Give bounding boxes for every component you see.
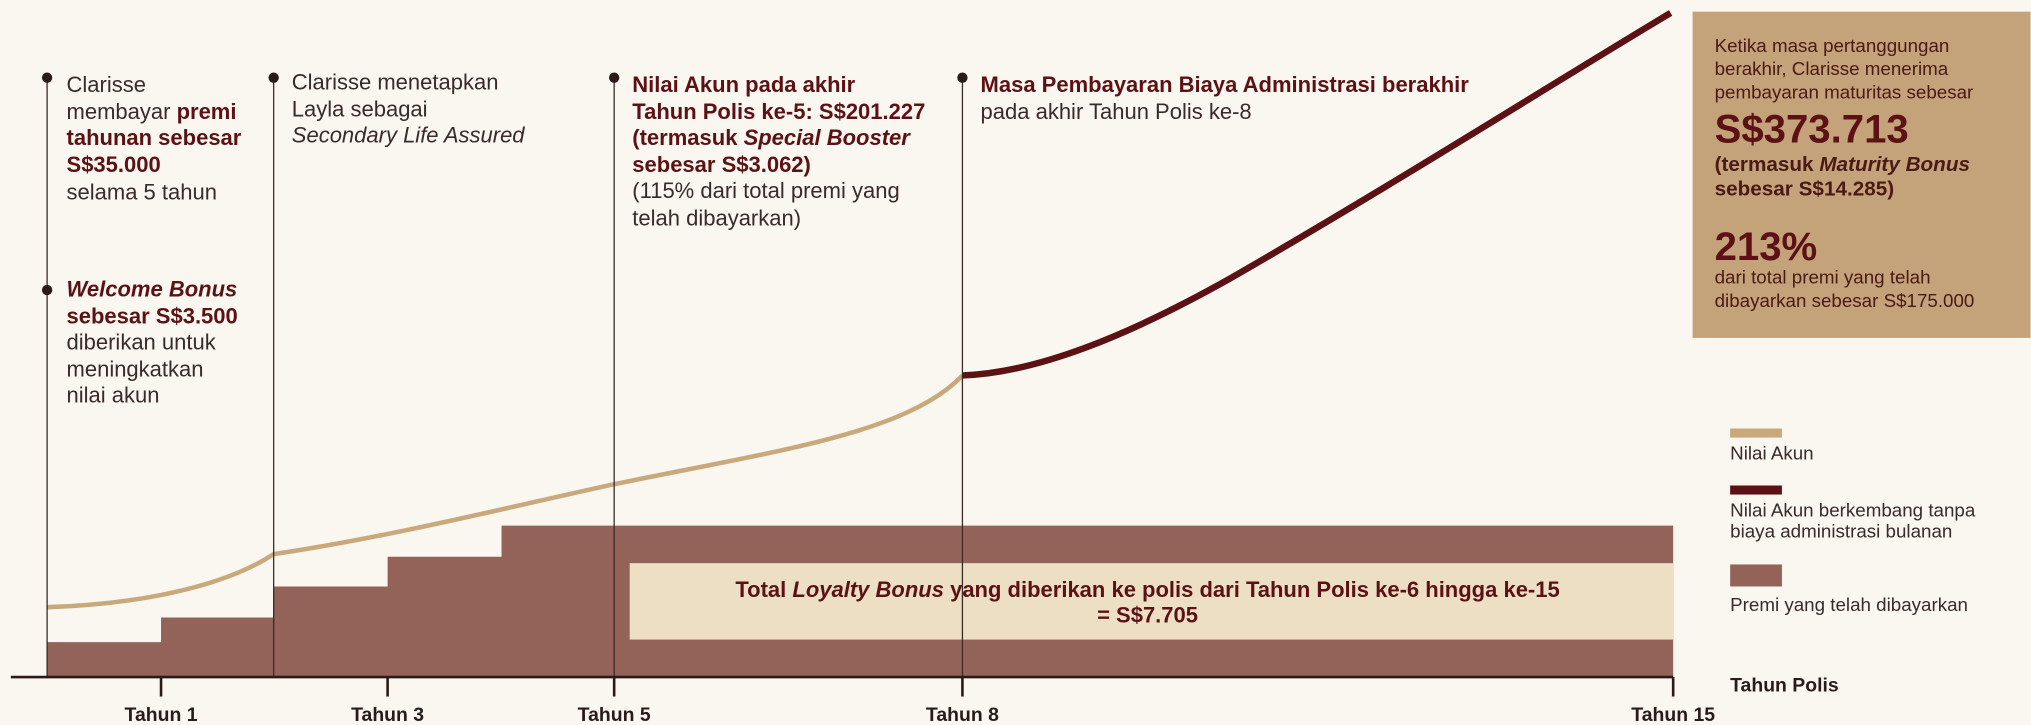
legend-swatch: [1730, 428, 1782, 438]
annotation-line: sebesar S$3.062): [632, 152, 811, 177]
axis-title: Tahun Polis: [1730, 674, 1839, 696]
account-value-curve: [47, 373, 965, 610]
marker-dot: [268, 72, 279, 83]
tick-label: Tahun 3: [351, 704, 424, 725]
annotation: Clarisse membayar premi tahunan sebesar …: [67, 72, 242, 204]
timeline-markers: [41, 72, 968, 678]
annotation-line: sebesar S$3.500: [67, 304, 238, 329]
box-line: (termasuk Maturity Bonus: [1715, 153, 1970, 176]
annotation-line: membayar premi: [67, 99, 237, 124]
annotation-line: Secondary Life Assured: [292, 122, 526, 147]
annotation-line: Nilai Akun pada akhir: [632, 72, 855, 97]
account-value-no-fee-curve: [962, 10, 1673, 379]
legend-swatch: [1730, 485, 1782, 495]
annotation-line: nilai akun: [67, 383, 160, 408]
annotation-line: (termasuk Special Booster: [632, 125, 911, 150]
annotation-line: pada akhir Tahun Polis ke-8: [981, 99, 1252, 124]
annotation: Welcome Bonus sebesar S$3.500 diberikan …: [67, 276, 238, 407]
box-line: berakhir, Clarisse menerima: [1715, 58, 1949, 79]
tick-label: Tahun 15: [1631, 704, 1715, 725]
marker-dot: [41, 284, 53, 296]
box-line: Ketika masa pertanggungan: [1715, 35, 1950, 56]
annotation: Clarisse menetapkan Layla sebagai Second…: [292, 69, 526, 147]
loyalty-total: = S$7.705: [1097, 603, 1198, 628]
annotation-line: telah dibayarkan): [632, 205, 801, 230]
annotation: Nilai Akun pada akhir Tahun Polis ke-5: …: [632, 72, 925, 230]
annotation-line: selama 5 tahun: [67, 179, 217, 204]
annotation-line: tahunan sebesar: [67, 125, 242, 150]
box-line: dari total premi yang telah: [1715, 267, 1931, 288]
annotation-line: Welcome Bonus: [67, 276, 238, 301]
annotation-line: Clarisse menetapkan: [292, 69, 499, 94]
annotation-line: S$35.000: [67, 152, 161, 177]
box-line: dibayarkan sebesar S$175.000: [1715, 290, 1975, 311]
box-background: [1692, 11, 2031, 338]
maturity-box: Ketika masa pertanggungan berakhir, Clar…: [1692, 11, 2031, 338]
marker-dot: [41, 72, 53, 83]
legend-label: Nilai Akun berkembang tanpa: [1730, 500, 1976, 521]
annotation-line: Clarisse: [67, 72, 146, 97]
loyalty-text: Total Loyalty Bonus yang diberikan ke po…: [735, 577, 1559, 602]
annotation-line: meningkatkan: [67, 357, 204, 382]
annotation-line: Masa Pembayaran Biaya Administrasi berak…: [981, 72, 1470, 97]
annotation-line: Layla sebagai: [292, 97, 428, 122]
legend: Nilai Akun Nilai Akun berkembang tanpa b…: [1730, 428, 1976, 615]
tick-label: Tahun 1: [125, 704, 198, 725]
tick-label: Tahun 8: [926, 704, 999, 725]
loyalty-box: [629, 563, 1674, 640]
marker-dot: [957, 72, 968, 83]
annotation: Masa Pembayaran Biaya Administrasi berak…: [981, 72, 1470, 124]
legend-label: Nilai Akun: [1730, 443, 1813, 464]
legend-label: Premi yang telah dibayarkan: [1730, 594, 1968, 615]
annotation-line: (115% dari total premi yang: [632, 178, 899, 203]
box-line: pembayaran maturitas sebesar: [1715, 81, 1974, 102]
tick-label: Tahun 5: [578, 704, 651, 725]
box-amount: S$373.713: [1715, 106, 1909, 151]
legend-swatch: [1730, 564, 1782, 587]
box-line: sebesar S$14.285): [1715, 177, 1895, 200]
box-percent: 213%: [1715, 224, 1818, 269]
annotation-line: diberikan untuk: [67, 330, 217, 355]
legend-label: biaya administrasi bulanan: [1730, 520, 1952, 541]
annotation-line: Tahun Polis ke-5: S$201.227: [632, 99, 925, 124]
x-axis: Tahun 1 Tahun 3 Tahun 5 Tahun 8 Tahun 15…: [10, 674, 1839, 725]
marker-dot: [608, 72, 620, 83]
